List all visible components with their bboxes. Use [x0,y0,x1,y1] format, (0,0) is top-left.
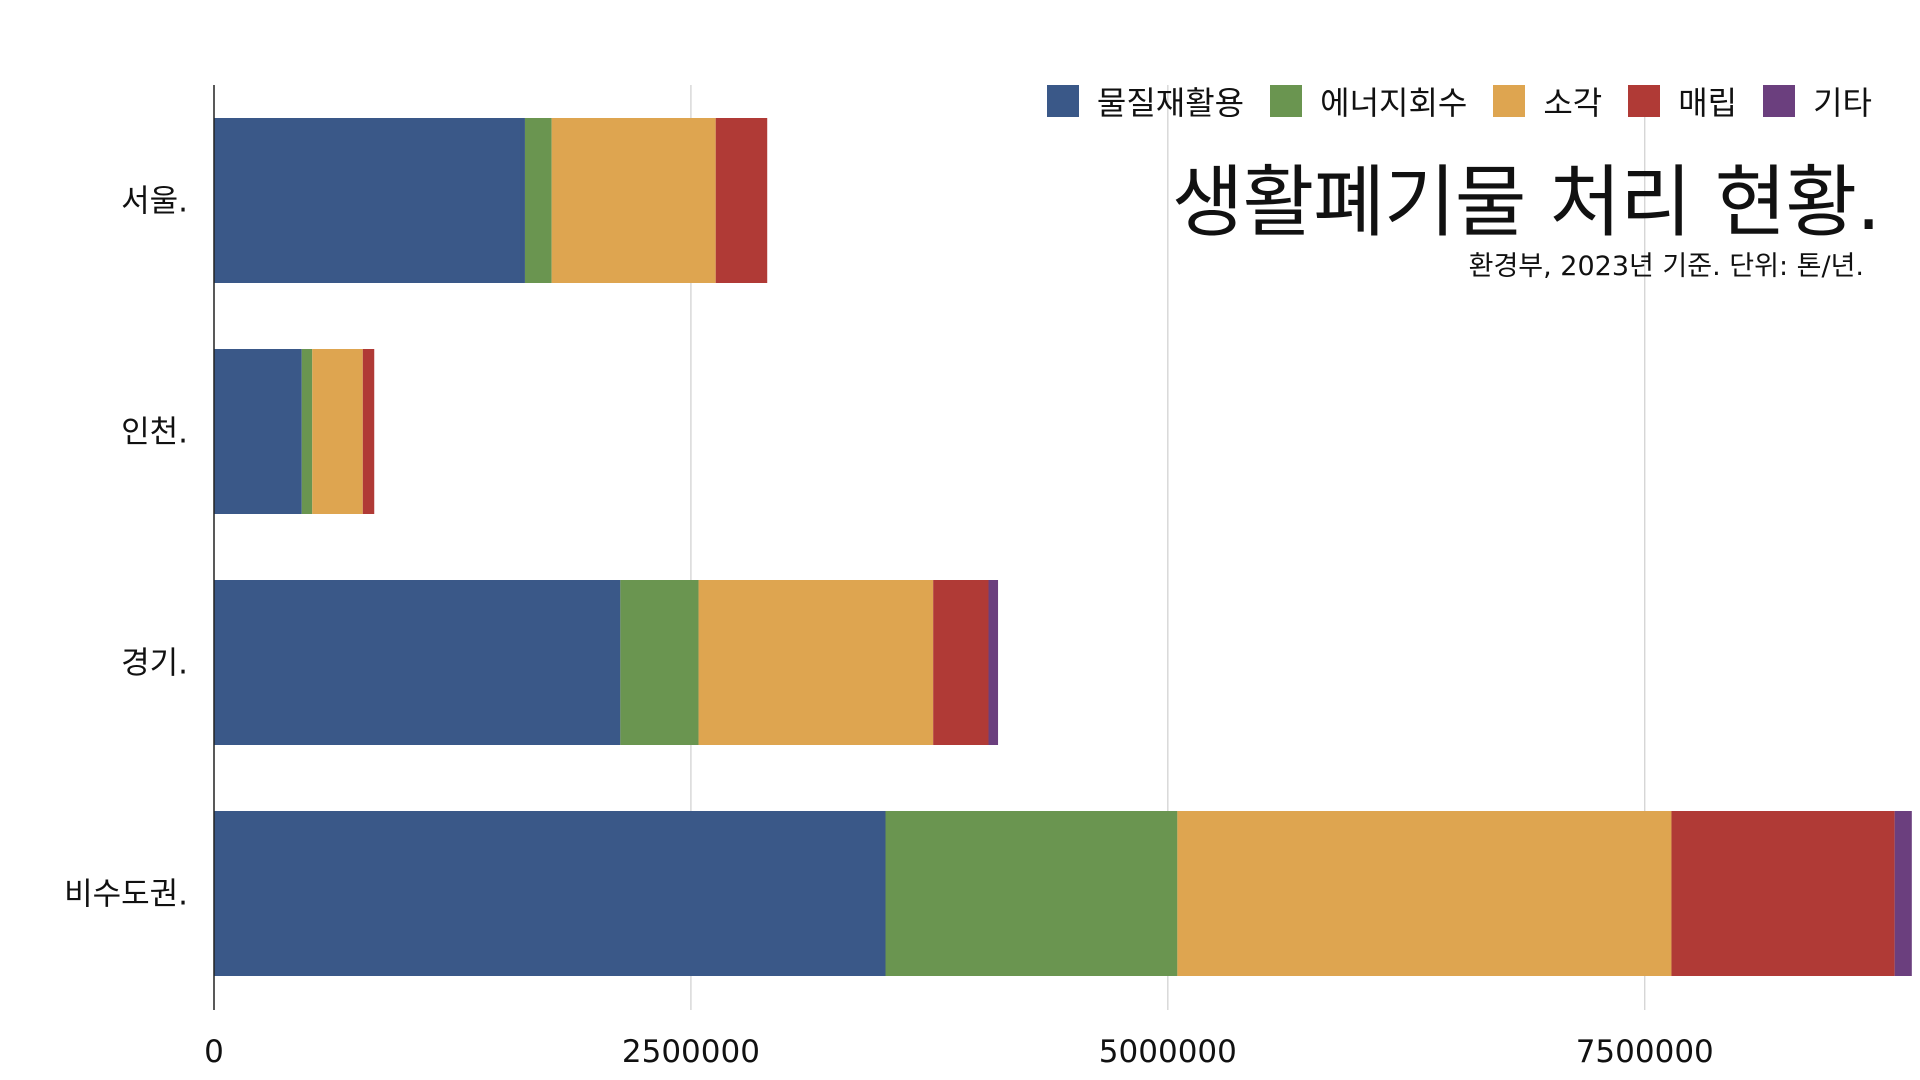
bar-2-1 [620,580,699,745]
legend-swatch-0 [1046,85,1079,117]
bar-1-3 [362,349,375,514]
bar-3-1 [885,811,1178,976]
bar-3-3 [1671,811,1895,976]
legend-swatch-4 [1763,85,1796,117]
legend-swatch-3 [1628,85,1661,117]
chart-title: 생활폐기물 처리 현황. [1171,158,1881,248]
legend-item-2: 소각 [1493,78,1602,124]
legend-label-0: 물질재활용 [1096,84,1245,122]
legend-item-3: 매립 [1628,78,1737,124]
legend-item-0: 물질재활용 [1046,78,1245,124]
legend-label-1: 에너지회수 [1320,84,1468,122]
x-tick-labels: 0 2500000 5000000 7500000 [204,1034,1714,1070]
bar-2-2 [698,580,934,745]
category-label-2: 경기. [121,646,188,682]
bar-0-3 [715,118,768,283]
bar-1-1 [301,349,313,514]
bar-0-2 [551,118,716,283]
bar-1-2 [312,349,363,514]
bar-2-0 [214,580,621,745]
bars [214,118,1912,976]
category-labels: 서울. 인천. 경기. 비수도권. [64,184,188,913]
bar-3-2 [1177,811,1672,976]
bar-3-0 [214,811,886,976]
bar-1-0 [214,349,302,514]
bar-0-1 [524,118,552,283]
bar-3-4 [1894,811,1912,976]
category-label-1: 인천. [121,415,188,451]
legend-item-4: 기타 [1763,78,1872,124]
bar-2-3 [933,580,989,745]
category-label-0: 서울. [121,184,188,220]
category-label-3: 비수도권. [64,877,188,913]
legend-swatch-2 [1493,85,1526,117]
bar-0-0 [214,118,525,283]
legend-label-4: 기타 [1813,84,1872,122]
chart-subtitle: 환경부, 2023년 기준. 단위: 톤/년. [1468,251,1864,282]
x-tick-label-0: 0 [204,1034,224,1070]
legend-label-2: 소각 [1543,84,1603,122]
legend-label-3: 매립 [1678,84,1738,122]
legend-swatch-1 [1270,85,1303,117]
legend: 물질재활용 에너지회수 소각 매립 기타 [1046,78,1872,124]
x-tick-label-1: 2500000 [622,1034,760,1070]
x-tick-label-3: 7500000 [1576,1034,1714,1070]
x-tick-label-2: 5000000 [1099,1034,1237,1070]
legend-item-1: 에너지회수 [1270,78,1467,124]
bar-2-4 [988,580,999,745]
